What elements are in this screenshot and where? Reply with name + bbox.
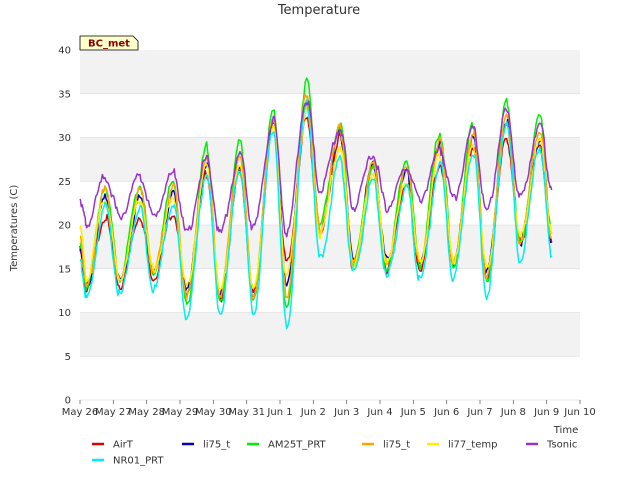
legend-label: Tsonic [546,440,577,451]
x-axis-label: Time [553,425,578,436]
y-tick-label: 15 [58,264,71,275]
badge: BC_met [79,35,139,51]
grid-band [80,225,580,269]
y-tick-label: 25 [58,177,71,188]
x-tick-label: Jun 2 [300,407,326,418]
legend-item: li75_t [182,440,230,451]
x-tick-label: Jun 8 [500,407,526,418]
legend-item: Tsonic [526,440,577,451]
series-layer [79,77,553,330]
x-tick-label: May 31 [228,407,265,418]
y-tick-label: 0 [65,396,71,407]
y-axis-label: Temperatures (C) [9,185,20,273]
series-line-tsonic [79,100,553,238]
y-tick-label: 30 [58,133,71,144]
legend-label: AirT [113,440,134,451]
badge-label: BC_met [88,39,130,50]
x-tick-label: May 29 [162,407,199,418]
x-tick-label: Jun 4 [366,407,392,418]
series-line-nr01-prt [79,98,553,330]
legend-item: li75_t [362,440,410,451]
y-tick-label: 40 [58,46,71,57]
grid-band [80,50,580,94]
legend-label: AM25T_PRT [268,440,327,451]
y-tick-label: 35 [58,89,71,100]
legend-label: li77_temp [448,440,497,451]
x-tick-label: May 30 [195,407,232,418]
x-tick-label: May 26 [62,407,99,418]
legend-item: NR01_PRT [92,456,164,467]
y-tick-label: 10 [58,308,71,319]
legend-item: li77_temp [427,440,497,451]
x-tick-label: Jun 5 [400,407,426,418]
x-tick-label: Jun 6 [433,407,459,418]
legend-label: NR01_PRT [113,456,164,467]
x-tick-label: May 28 [128,407,165,418]
x-tick-label: Jun 7 [466,407,492,418]
x-tick-label: May 27 [95,407,132,418]
x-tick-label: Jun 1 [266,407,292,418]
x-tick-label: Jun 9 [533,407,559,418]
legend-label: li75_t [383,440,410,451]
legend: AirT li75_t AM25T_PRT li75_t li77_temp Tsonic… [92,440,577,467]
y-tick-label: 20 [58,221,71,232]
legend-item: AM25T_PRT [247,440,327,451]
grid-band [80,312,580,357]
x-tick-label: Jun 10 [563,407,596,418]
legend-item: AirT [92,440,134,451]
chart-title: Temperature [277,3,360,18]
x-tick-label: Jun 3 [333,407,359,418]
y-tick-label: 5 [65,352,71,363]
legend-label: li75_t [203,440,230,451]
y-axis: 0 5 10 15 20 25 30 35 40 [58,46,71,407]
